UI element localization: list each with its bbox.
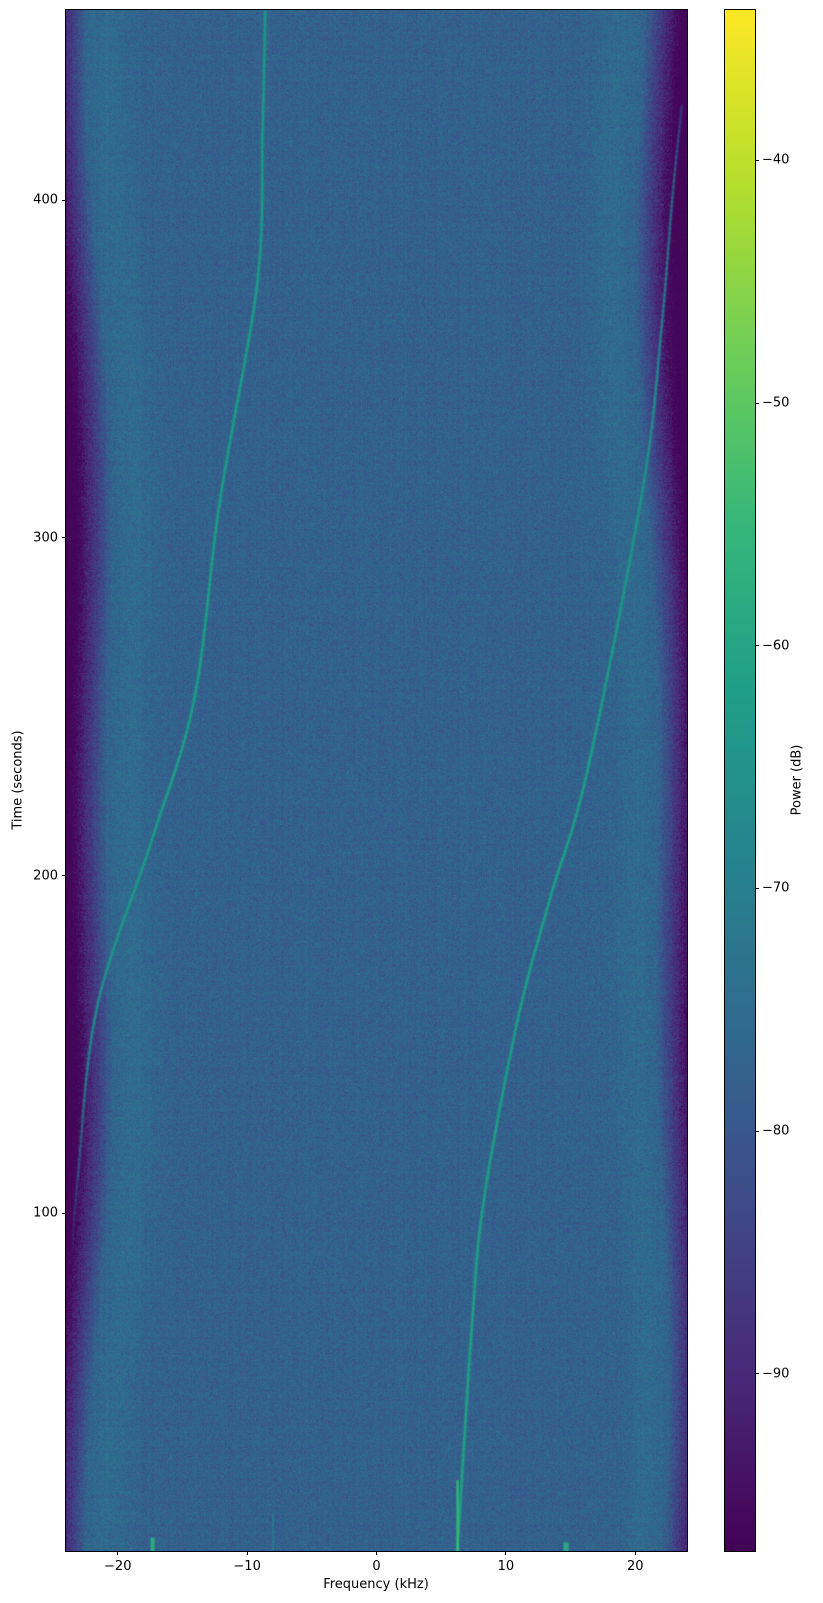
- colorbar-tick-mark: [755, 402, 759, 404]
- y-tick-label: 300: [33, 530, 58, 546]
- x-tick-label: 10: [497, 1559, 515, 1574]
- y-tick-label: 100: [33, 1205, 58, 1221]
- colorbar-tick-mark: [755, 1373, 759, 1375]
- colorbar-tick-label: −90: [762, 1366, 790, 1382]
- y-tick-mark: [62, 537, 66, 539]
- colorbar-tick-label: −50: [762, 395, 790, 411]
- x-axis-label: Frequency (kHz): [323, 1577, 429, 1592]
- colorbar-tick-mark: [755, 1130, 759, 1132]
- colorbar-label: Power (dB): [789, 744, 805, 816]
- colorbar-tick-label: −80: [762, 1123, 790, 1139]
- x-tick-mark: [246, 1551, 248, 1555]
- x-tick-mark: [376, 1551, 377, 1555]
- x-tick-mark: [505, 1551, 507, 1555]
- x-tick-label: −10: [233, 1559, 261, 1574]
- colorbar: [725, 10, 755, 1551]
- y-tick-mark: [62, 199, 66, 201]
- x-tick-mark: [634, 1551, 636, 1555]
- colorbar-tick-mark: [755, 887, 759, 889]
- x-tick-label: 0: [372, 1559, 381, 1574]
- colorbar-tick-mark: [755, 645, 759, 647]
- x-tick-label: 20: [626, 1559, 644, 1574]
- y-tick-label: 400: [33, 192, 58, 208]
- colorbar-tick-label: −60: [762, 638, 790, 654]
- y-tick-mark: [62, 875, 66, 877]
- y-tick-label: 200: [33, 868, 58, 884]
- y-axis-label: Time (seconds): [10, 730, 26, 830]
- colorbar-tick-label: −40: [762, 152, 790, 168]
- x-tick-label: −20: [104, 1559, 132, 1574]
- colorbar-tick-label: −70: [762, 880, 790, 896]
- colorbar-tick-mark: [755, 159, 759, 161]
- y-tick-mark: [62, 1212, 66, 1214]
- x-tick-mark: [117, 1551, 119, 1555]
- spectrogram-heatmap: [66, 10, 687, 1551]
